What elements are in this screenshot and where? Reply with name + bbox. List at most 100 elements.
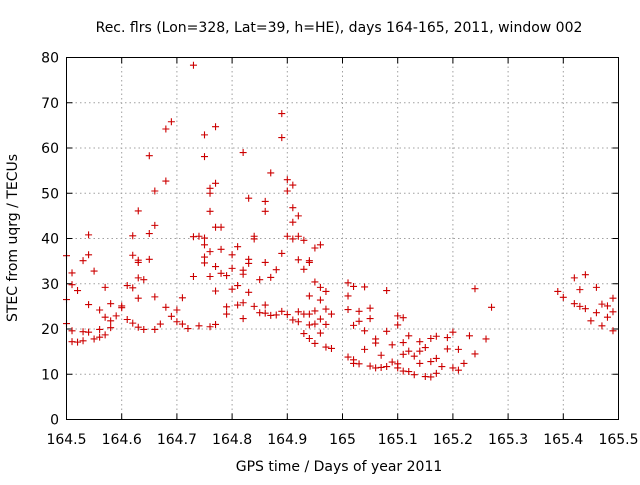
data-point — [140, 325, 148, 333]
data-point — [581, 305, 589, 313]
data-point — [394, 364, 402, 372]
data-point — [178, 320, 186, 328]
data-point — [383, 327, 391, 335]
data-point — [316, 329, 324, 337]
y-tick-label: 20 — [41, 322, 59, 338]
x-axis-label: GPS time / Days of year 2011 — [236, 459, 443, 475]
data-point — [609, 308, 617, 316]
data-point — [223, 310, 231, 318]
data-point — [85, 251, 93, 259]
data-point — [366, 362, 374, 370]
data-point — [162, 125, 170, 133]
data-point — [350, 282, 358, 290]
data-point — [228, 251, 236, 259]
data-point — [134, 274, 142, 282]
data-point — [173, 306, 181, 314]
data-point — [74, 287, 82, 295]
data-point — [162, 303, 170, 311]
x-tick-label: 165.5 — [598, 432, 638, 448]
data-point — [96, 306, 104, 314]
data-point — [421, 344, 429, 352]
data-point — [454, 345, 462, 353]
data-point — [118, 304, 126, 312]
data-point — [305, 335, 313, 343]
data-point — [294, 256, 302, 264]
data-point — [283, 187, 291, 195]
x-tick-label: 164.9 — [267, 432, 307, 448]
data-point — [167, 118, 175, 126]
data-point — [261, 258, 269, 266]
data-point — [377, 351, 385, 359]
data-point — [576, 286, 584, 294]
data-point — [305, 321, 313, 329]
data-point — [427, 373, 435, 381]
data-point — [145, 152, 153, 160]
data-point — [283, 311, 291, 319]
data-point — [361, 283, 369, 291]
y-tick-label: 30 — [41, 277, 59, 293]
data-point — [410, 352, 418, 360]
x-tick-label: 165.2 — [433, 432, 473, 448]
y-tick-label: 70 — [41, 96, 59, 112]
data-point — [96, 325, 104, 333]
data-point — [443, 345, 451, 353]
data-point — [427, 358, 435, 366]
data-point — [316, 315, 324, 323]
y-tick-label: 10 — [41, 367, 59, 383]
data-point — [388, 341, 396, 349]
data-point — [145, 255, 153, 263]
data-point — [300, 330, 308, 338]
data-point — [90, 267, 98, 275]
y-tick-label: 60 — [41, 141, 59, 157]
data-point — [344, 306, 352, 314]
data-point — [361, 327, 369, 335]
data-point — [482, 335, 490, 343]
data-point — [449, 328, 457, 336]
data-point — [206, 323, 214, 331]
data-point — [488, 303, 496, 311]
data-point — [217, 245, 225, 253]
data-point — [178, 294, 186, 302]
plot-frame — [66, 57, 619, 420]
data-point — [327, 344, 335, 352]
data-point — [189, 61, 197, 69]
data-point — [261, 197, 269, 205]
x-tick-label: 165.3 — [488, 432, 528, 448]
data-point — [322, 287, 330, 295]
data-point — [399, 339, 407, 347]
data-point — [416, 347, 424, 355]
data-point — [195, 232, 203, 240]
data-point — [355, 307, 363, 315]
data-point — [305, 310, 313, 318]
data-point — [101, 331, 109, 339]
x-tick-label: 165 — [329, 432, 356, 448]
data-point — [107, 300, 115, 308]
data-point — [609, 327, 617, 335]
chart-title: Rec. flrs (Lon=328, Lat=39, h=HE), days … — [96, 20, 583, 36]
data-point — [223, 303, 231, 311]
data-point — [245, 288, 253, 296]
x-tick-labels: 164.5 164.6 164.7 164.8 164.9 165 165.1 165.2 16… — [46, 432, 638, 448]
data-point — [201, 131, 208, 139]
data-point — [327, 310, 335, 318]
data-point — [134, 294, 142, 302]
data-point — [206, 189, 214, 197]
data-point — [394, 312, 402, 320]
data-point — [598, 300, 606, 308]
data-point — [427, 335, 435, 343]
data-point — [377, 363, 385, 371]
data-point — [432, 332, 440, 340]
data-point — [294, 212, 302, 220]
data-point — [449, 364, 457, 372]
data-point — [228, 285, 236, 293]
data-point — [212, 287, 220, 295]
data-point — [603, 302, 611, 310]
data-point — [239, 266, 247, 274]
x-tick-label: 164.8 — [212, 432, 252, 448]
data-point — [322, 343, 330, 351]
data-point — [151, 325, 159, 333]
data-point — [432, 354, 440, 362]
data-point — [576, 302, 584, 310]
data-point — [68, 327, 76, 335]
